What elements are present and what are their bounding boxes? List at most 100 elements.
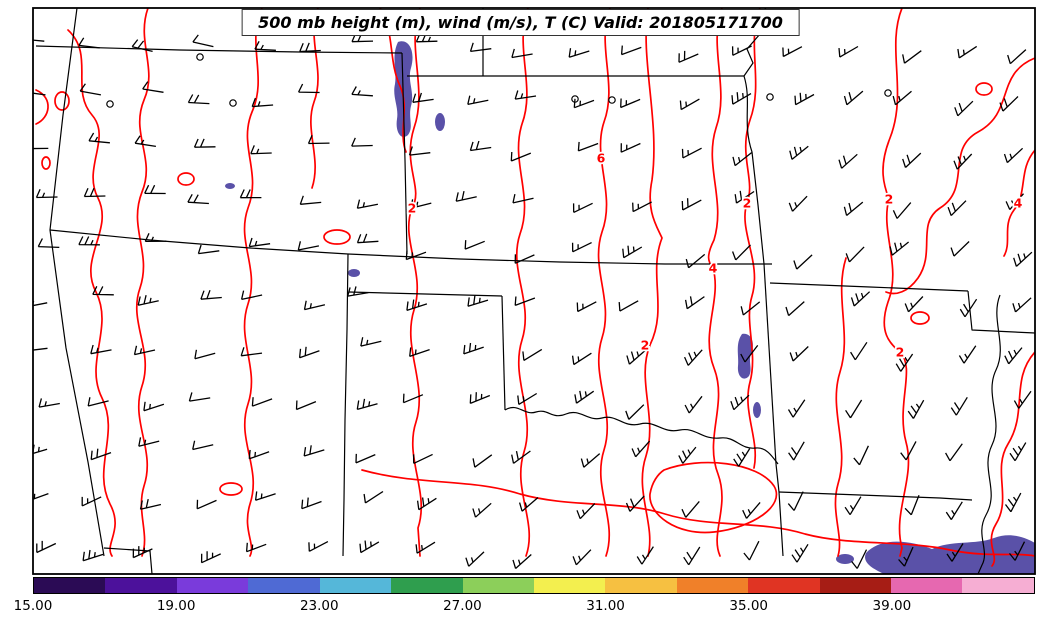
cold-shaded-patch <box>225 183 235 189</box>
wind-barb <box>1007 49 1027 65</box>
colorbar-segment <box>748 578 820 593</box>
calm-wind-station <box>571 95 579 103</box>
wind-barb <box>788 441 805 461</box>
wind-barb <box>684 395 703 414</box>
wind-barb <box>412 92 434 103</box>
cold-shaded-patch <box>348 269 360 277</box>
wind-barb <box>295 400 317 411</box>
wind-barb <box>469 392 491 405</box>
wind-barb <box>620 45 642 56</box>
wind-barb <box>463 342 484 355</box>
wind-barb <box>945 501 963 520</box>
temperature-contour <box>54 91 70 111</box>
wind-barb <box>946 543 964 562</box>
wind-barb <box>895 353 914 372</box>
cold-shaded-patch <box>737 333 753 379</box>
wind-barb <box>33 88 46 96</box>
colorbar-segment <box>248 578 320 593</box>
wind-barb <box>679 98 700 111</box>
wind-barb <box>838 45 859 58</box>
wind-barb <box>297 241 320 251</box>
colorbar-segment <box>819 578 892 593</box>
wind-barb <box>740 301 761 316</box>
wind-barb <box>844 496 862 516</box>
wind-barb <box>1004 347 1023 365</box>
wind-barb <box>134 135 156 148</box>
wind-barb <box>356 398 378 411</box>
contour-label: 2 <box>743 196 752 211</box>
wind-barb <box>1008 541 1026 561</box>
wind-barb <box>87 397 109 407</box>
wind-barb-layer <box>33 32 1033 569</box>
colorbar-segment <box>391 578 463 593</box>
wind-barb <box>415 33 438 43</box>
temperature-contour <box>744 8 761 469</box>
wind-barb <box>678 50 699 63</box>
wind-barb <box>845 399 863 419</box>
state-borders <box>35 8 1035 574</box>
wind-barb <box>467 95 489 106</box>
temperature-contour <box>67 29 116 557</box>
wind-barb <box>193 138 216 148</box>
wind-barb <box>572 202 593 213</box>
wind-barb <box>405 250 427 261</box>
wind-barb <box>838 153 858 169</box>
wind-barb <box>1003 147 1024 164</box>
wind-barb <box>631 440 651 458</box>
wind-barb <box>248 237 271 248</box>
wind-barb <box>571 352 592 366</box>
wind-barb <box>512 193 534 204</box>
wind-barb <box>412 453 433 464</box>
state-border <box>967 290 1035 334</box>
wind-barb <box>36 540 57 554</box>
wind-barb <box>945 443 963 462</box>
wind-barb <box>83 187 106 198</box>
wind-barb <box>363 490 384 504</box>
contour-label: 2 <box>408 201 417 216</box>
wind-barb <box>685 253 706 269</box>
wind-barb <box>733 448 751 467</box>
wind-barb <box>743 540 760 561</box>
wind-barb <box>90 344 112 355</box>
wind-barb <box>950 241 970 257</box>
wind-barb <box>954 100 974 117</box>
cold-shaded-patch <box>753 402 761 418</box>
wind-barb <box>902 50 922 64</box>
colorbar <box>33 577 1035 594</box>
wind-barb <box>472 502 492 518</box>
wind-barb <box>303 445 325 457</box>
wind-barb <box>240 290 263 301</box>
wind-barb <box>90 448 112 461</box>
wind-barb <box>196 499 217 510</box>
colorbar-segment <box>891 578 963 593</box>
wind-barb <box>1009 442 1027 462</box>
wind-barb <box>194 349 216 360</box>
wind-barb <box>38 398 60 408</box>
wind-barb <box>142 81 164 93</box>
wind-barb <box>301 497 322 510</box>
wind-barb <box>620 142 641 153</box>
temperature-contour <box>515 8 531 557</box>
cold-shaded-patch <box>435 113 445 131</box>
wind-barb <box>518 497 539 512</box>
wind-barb <box>299 195 322 205</box>
wind-barb <box>892 90 912 106</box>
calm-wind-station <box>884 89 892 97</box>
wind-barb <box>469 42 492 53</box>
wind-barb <box>514 254 535 264</box>
wind-barb <box>514 296 536 307</box>
wind-barb <box>620 98 641 109</box>
wind-barb <box>788 195 808 212</box>
wind-barb <box>734 190 755 204</box>
wind-barb <box>950 396 968 416</box>
colorbar-segment <box>533 578 606 593</box>
temperature-contour <box>975 82 993 96</box>
wind-barb <box>33 347 48 351</box>
wind-barb <box>1013 390 1032 409</box>
contour-label: 6 <box>597 151 606 166</box>
wind-barb <box>347 286 369 297</box>
wind-barb <box>947 200 967 217</box>
wind-barb <box>794 92 815 106</box>
wind-barb <box>355 453 376 464</box>
